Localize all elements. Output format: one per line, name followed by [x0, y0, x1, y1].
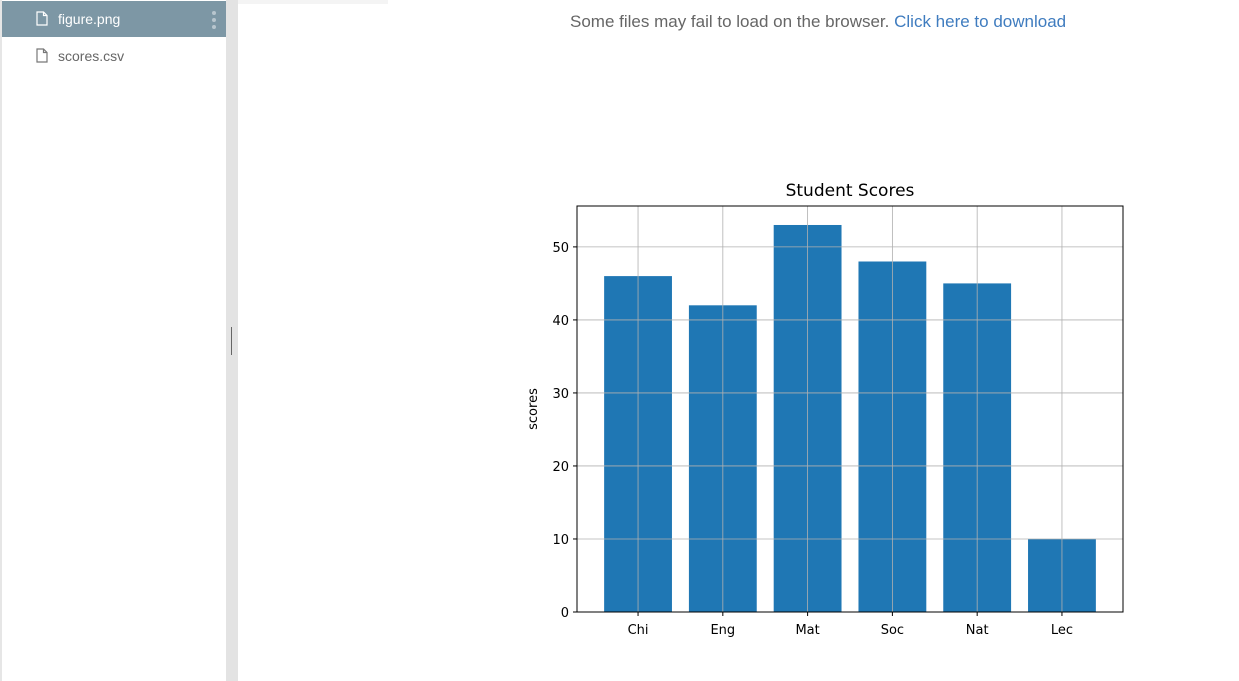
- y-tick-label: 20: [552, 460, 569, 475]
- y-tick-label: 30: [552, 387, 569, 402]
- figure-image: 0 10 20 30 40 50 Chi Eng Mat Soc Nat Lec Student Sco…: [500, 160, 1160, 660]
- file-name-label: scores.csv: [58, 48, 125, 64]
- notice-text: Some files may fail to load on the brows…: [570, 12, 890, 31]
- plot-frame: [576, 205, 1124, 613]
- file-item-figure-png[interactable]: figure.png: [2, 1, 226, 37]
- sidebar-splitter[interactable]: [226, 0, 238, 681]
- y-tick-label: 0: [561, 606, 569, 621]
- file-name-label: figure.png: [58, 11, 121, 27]
- more-options-icon[interactable]: [212, 11, 216, 29]
- x-tick-label: Eng: [710, 623, 735, 638]
- x-tick-label: Nat: [966, 623, 989, 638]
- x-tick-label: Soc: [881, 623, 904, 638]
- splitter-grip-icon[interactable]: [231, 327, 232, 355]
- file-icon: [36, 48, 50, 64]
- load-notice: Some files may fail to load on the brows…: [238, 0, 1239, 40]
- x-tick-label: Mat: [795, 623, 819, 638]
- y-tick-label: 40: [552, 314, 569, 329]
- download-link[interactable]: Click here to download: [894, 12, 1067, 31]
- file-sidebar: figure.png scores.csv: [0, 0, 226, 681]
- x-tick-label: Chi: [628, 623, 649, 638]
- file-icon: [36, 11, 50, 27]
- y-axis-label: scores: [526, 388, 541, 430]
- chart-title: Student Scores: [786, 181, 915, 201]
- file-item-scores-csv[interactable]: scores.csv: [2, 38, 226, 74]
- top-strip: [238, 0, 388, 4]
- y-tick-label: 50: [552, 241, 569, 256]
- bar-chart: 0 10 20 30 40 50 Chi Eng Mat Soc Nat Lec Student Sco…: [526, 181, 1124, 638]
- y-tick-label: 10: [552, 533, 569, 548]
- x-tick-label: Lec: [1051, 623, 1073, 638]
